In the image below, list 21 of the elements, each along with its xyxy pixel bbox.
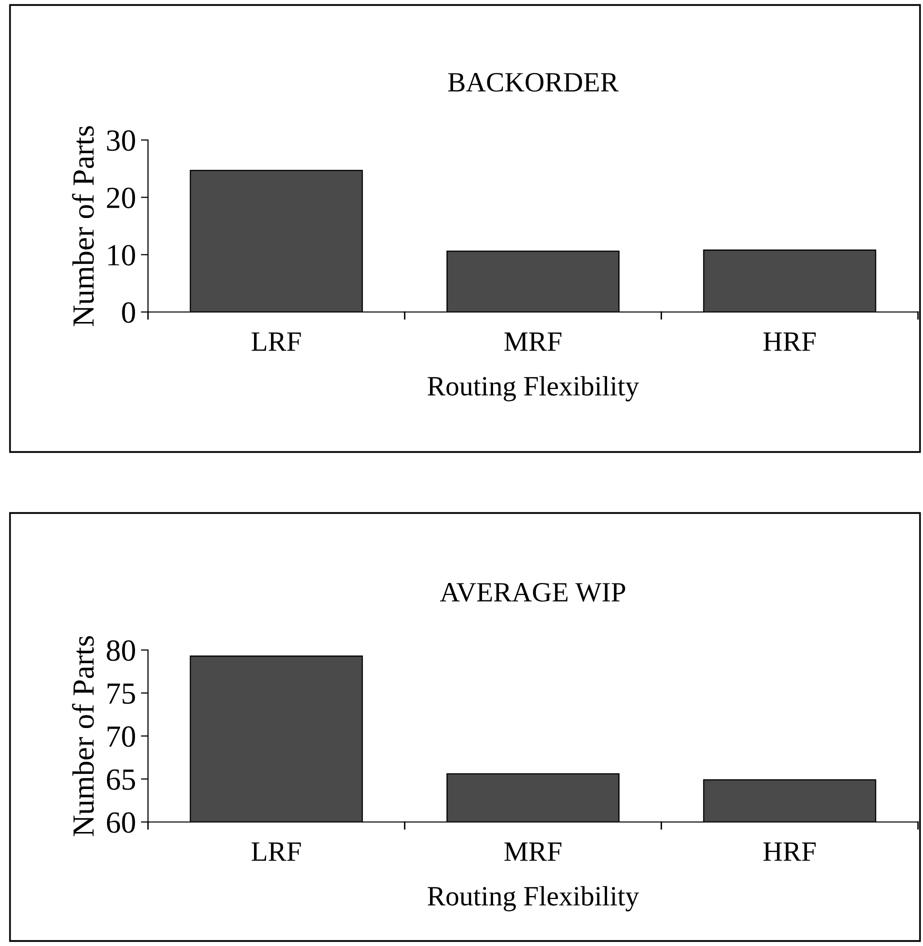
y-axis-title: Number of Parts [72, 636, 94, 836]
chart-title: AVERAGE WIP [440, 582, 626, 602]
y-tick-label: 80 [106, 640, 136, 661]
x-tick-label: MRF [504, 842, 562, 861]
x-axis-title: Routing Flexibility [428, 376, 639, 402]
x-tick-label: LRF [252, 332, 301, 351]
y-tick-label: 75 [108, 684, 135, 704]
y-tick-label: 10 [108, 244, 136, 266]
x-axis-title: Routing Flexibility [428, 886, 639, 912]
x-tick-label: LRF [252, 842, 301, 861]
y-tick-label: 70 [108, 726, 136, 747]
y-tick-label: 30 [107, 130, 136, 151]
y-tick-label: 20 [106, 188, 136, 208]
chart-title: BACKORDER [448, 72, 619, 92]
x-tick-label: HRF [763, 332, 816, 351]
y-tick-label: 0 [122, 302, 136, 323]
x-tick-label: HRF [763, 842, 816, 861]
y-tick-label: 65 [106, 769, 135, 790]
y-tick-label: 60 [106, 812, 136, 833]
y-axis-title: Number of Parts [72, 126, 94, 326]
x-tick-label: MRF [504, 332, 562, 351]
